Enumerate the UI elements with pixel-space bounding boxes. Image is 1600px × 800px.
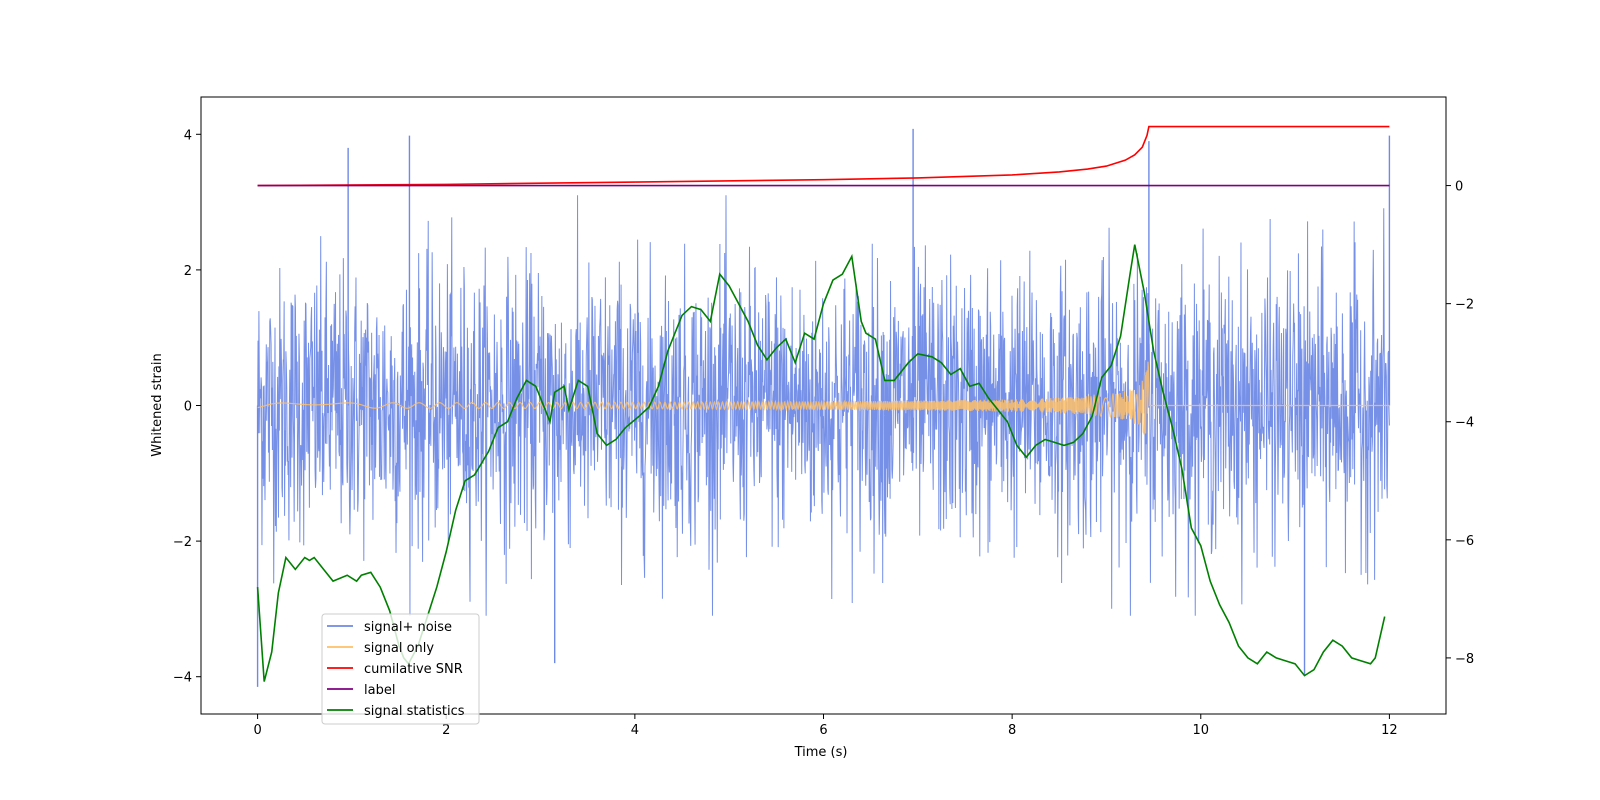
x-axis-label: Time (s) [794,745,848,760]
x-tick-label: 10 [1192,723,1209,738]
y-axis-right: −8 −6 −4 −2 0 [1446,180,1474,667]
y-tick-label: 0 [184,400,192,415]
series-line-signal-noise [257,195,1390,616]
y-right-tick-label: −2 [1455,298,1474,313]
legend-label: label [364,683,395,698]
y-axis-label: Whitened strain [150,353,165,456]
legend-label: signal only [364,641,434,656]
x-tick-label: 6 [819,723,827,738]
series-line-signal-only [257,361,1390,435]
x-axis: 0 2 4 6 8 10 12 [253,714,1398,738]
series-line-cumilative-snr [257,125,1390,187]
y-right-tick-label: −8 [1455,652,1474,667]
legend-label: signal+ noise [364,620,452,635]
y-right-tick-label: −6 [1455,534,1474,549]
y-tick-label: 2 [184,264,192,279]
y-tick-label: 4 [184,128,192,143]
x-tick-label: 0 [253,723,261,738]
x-tick-label: 12 [1381,723,1398,738]
legend-box [321,613,480,725]
x-tick-label: 4 [631,723,639,738]
x-tick-label: 8 [1008,723,1016,738]
y-tick-label: −4 [173,671,192,686]
x-tick-label: 2 [442,723,450,738]
y-right-tick-label: −4 [1455,416,1474,431]
plot-area [256,125,1391,687]
y-tick-label: −2 [173,535,192,550]
legend-label: signal statistics [364,704,465,719]
y-right-tick-label: 0 [1455,180,1463,195]
legend: signal+ noise signal only cumilative SNR la… [321,613,480,725]
y-axis-left: −4 −2 0 2 4 [173,128,201,686]
legend-label: cumilative SNR [364,662,463,677]
